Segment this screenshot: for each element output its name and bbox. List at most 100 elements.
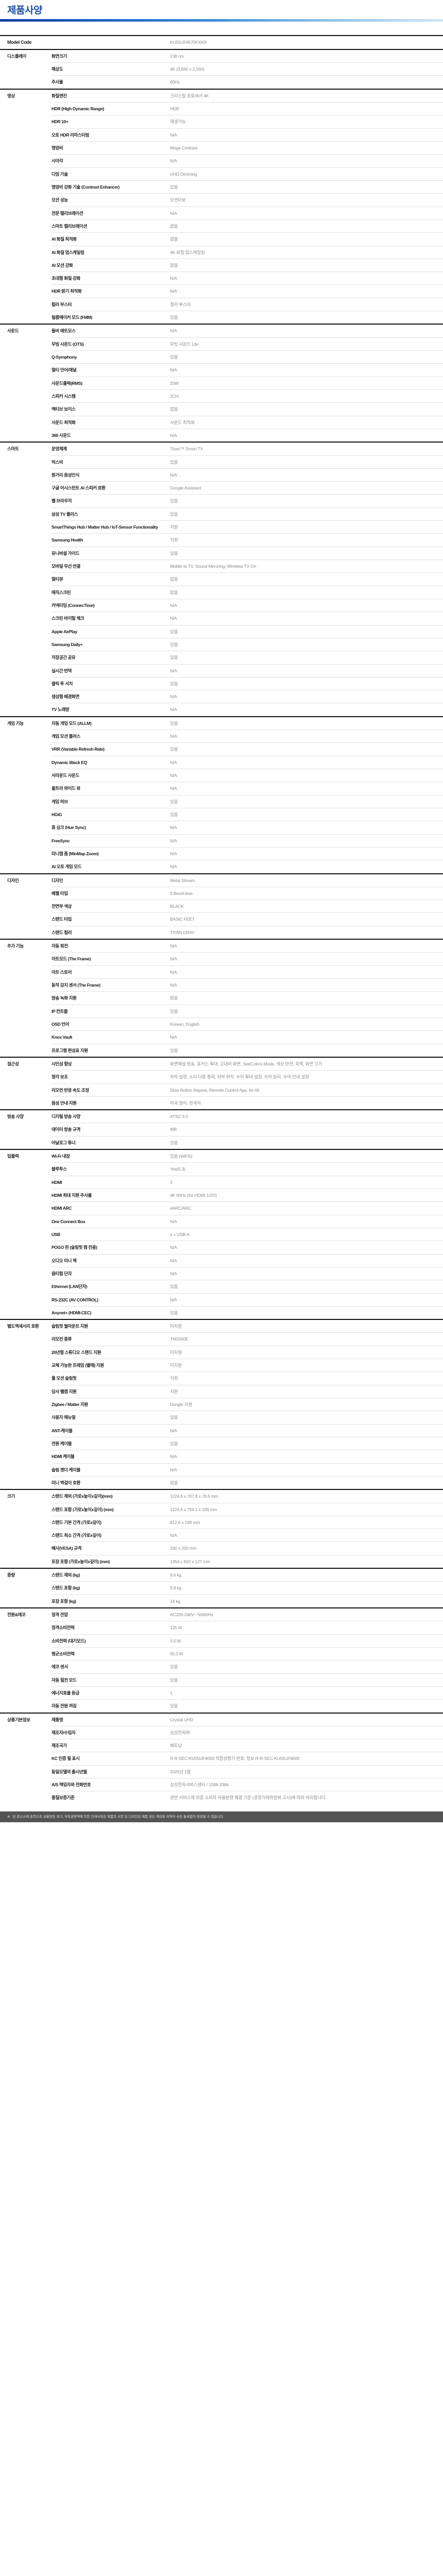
spec-row-label: 무빙 사운드 (OTS) bbox=[52, 337, 170, 351]
spec-row-label: HDMI 케이블 bbox=[52, 1450, 170, 1464]
spec-row-label: 디지털 방송 사양 bbox=[52, 1109, 170, 1123]
table-row: AI 모션 강화 없음 bbox=[0, 258, 443, 272]
spec-row-value: 지원 bbox=[170, 533, 443, 547]
spec-row-value: 없음 bbox=[170, 585, 443, 599]
table-row: 저장공간 공유 있음 bbox=[0, 651, 443, 665]
spec-group-name: 디자인 bbox=[0, 873, 52, 940]
spec-row-label: Anynet+ (HDMI-CEC) bbox=[52, 1306, 170, 1320]
spec-row-value: 없음 bbox=[170, 258, 443, 272]
spec-row-value: N/A bbox=[170, 860, 443, 874]
table-row: 웹 브라우저 있음 bbox=[0, 494, 443, 508]
spec-row-label: 슬림 젠더 케이블 bbox=[52, 1463, 170, 1477]
table-row: 삼성 TV 플러스 있음 bbox=[0, 507, 443, 521]
spec-row-label: 오토 HDR 리마스터링 bbox=[52, 128, 170, 142]
spec-row-value: Korean, English bbox=[170, 1017, 443, 1031]
table-row: 리모컨 반응 속도 조정 Slow Button Repeat, Remote C… bbox=[0, 1083, 443, 1097]
table-row: 데이터 방송 규격 IBB bbox=[0, 1123, 443, 1137]
spec-row-label: 스크린 바이탈 체크 bbox=[52, 612, 170, 625]
spec-row-value: 1354 x 810 x 127 mm bbox=[170, 1554, 443, 1569]
spec-row-value: N/A bbox=[170, 965, 443, 979]
spec-row-value: N/A bbox=[170, 468, 443, 482]
table-row: 추가 기능 자동 회전 N/A bbox=[0, 939, 443, 1057]
spec-row-label: 풀 모션 슬림핏 bbox=[52, 1371, 170, 1385]
table-row: 스탠드 컬러 TITAN GRAY bbox=[0, 925, 443, 940]
spec-row-value: N/A bbox=[170, 834, 443, 848]
table-row: AI 화질 업스케일링 4K 화질 업스케일링 bbox=[0, 245, 443, 259]
spec-row-value: 미국 영어, 한국어 bbox=[170, 1096, 443, 1110]
table-row: HDMI 최대 지원 주사율 4K 60Hz (for HDMI 1/2/3) bbox=[0, 1189, 443, 1202]
table-row: 서라운드 사운드 N/A bbox=[0, 769, 443, 782]
table-row: 컬러 부스터 컬러 부스터 bbox=[0, 297, 443, 311]
spec-row-value: 4K 화질 업스케일링 bbox=[170, 245, 443, 259]
spec-row-label: 서라운드 사운드 bbox=[52, 769, 170, 782]
spec-row-label: Q-Symphony bbox=[52, 350, 170, 364]
spec-group-name: 상품기본정보 bbox=[0, 1712, 52, 1804]
spec-row-value: 4K (3,840 x 2,160) bbox=[170, 62, 443, 76]
spec-row-label: 게임 모션 플러스 bbox=[52, 730, 170, 743]
table-row: 아트 스토어 N/A bbox=[0, 965, 443, 979]
table-row: OSD 언어 Korean, English bbox=[0, 1017, 443, 1031]
spec-row-label: 자동 전원 꺼짐 bbox=[52, 1699, 170, 1713]
spec-row-label: 스탠드 포함 (kg) bbox=[52, 1581, 170, 1595]
table-row: 영상 화질엔진 크리스탈 프로세서 4K bbox=[0, 88, 443, 325]
spec-row-value: 9.9 kg bbox=[170, 1581, 443, 1595]
spec-row-value: Yes(5.3) bbox=[170, 1162, 443, 1176]
spec-row-label: 미니 벽걸이 호환 bbox=[52, 1476, 170, 1490]
spec-row-label: 웹 브라우저 bbox=[52, 494, 170, 508]
spec-row-label: HDMI ARC bbox=[52, 1201, 170, 1215]
table-row: 입출력 Wi-Fi 내장 있음 (WiFi5) bbox=[0, 1149, 443, 1320]
spec-row-value: 있음 bbox=[170, 651, 443, 665]
spec-row-value: 있음 bbox=[170, 494, 443, 508]
spec-row-label: 스탠드 타입 bbox=[52, 912, 170, 926]
spec-row-value: R-R-SEC-KU55UF8000 적합성평가 번호: 정보 R-R-SEC-… bbox=[170, 1752, 443, 1766]
table-row: 동작 감지 센서 (The Frame) N/A bbox=[0, 978, 443, 992]
spec-row-value: 812.6 x 199 mm bbox=[170, 1515, 443, 1529]
spec-row-value: 베트남 bbox=[170, 1739, 443, 1752]
spec-table: Model Code KU55UF8570FXKR 디스플레이 화면크기 138 cm 해… bbox=[0, 35, 443, 1804]
spec-row-value: N/A bbox=[170, 324, 443, 338]
table-row: 휴 싱크 (Hue Sync) N/A bbox=[0, 821, 443, 835]
spec-row-value: 삼성전자서비스센터 / 1588-3366 bbox=[170, 1778, 443, 1791]
spec-row-value: 있음 bbox=[170, 180, 443, 194]
spec-row-label: 저장공간 공유 bbox=[52, 651, 170, 665]
spec-group-name: 추가 기능 bbox=[0, 939, 52, 1057]
table-row: Apple AirPlay 있음 bbox=[0, 624, 443, 638]
spec-row-value: N/A bbox=[170, 1241, 443, 1255]
table-row: 아날로그 튜너 있음 bbox=[0, 1136, 443, 1150]
spec-row-label: 리모컨 반응 속도 조정 bbox=[52, 1083, 170, 1097]
table-row: 상품기본정보 제품명 Crystal UHD bbox=[0, 1712, 443, 1804]
spec-row-value: 있음 bbox=[170, 716, 443, 730]
table-row: ANT-케이블 N/A bbox=[0, 1423, 443, 1437]
spec-row-label: 사운드 최적화 bbox=[52, 415, 170, 429]
table-row: 제조자/수입자 삼성전자㈜ bbox=[0, 1725, 443, 1739]
spec-row-label: 블루투스 bbox=[52, 1162, 170, 1176]
spec-row-value: Slow Button Repeat, Remote Control App. … bbox=[170, 1083, 443, 1097]
spec-row-label: 베사(VESA) 규격 bbox=[52, 1541, 170, 1555]
table-row: SmartThings Hub / Matter Hub / IoT-Senso… bbox=[0, 520, 443, 534]
spec-row-value: 65.0 W bbox=[170, 1647, 443, 1660]
table-row: 명암비 Mega Contrast bbox=[0, 141, 443, 155]
spec-row-label: 디밍 기술 bbox=[52, 167, 170, 181]
spec-row-label: RS-232C (AV CONTROL) bbox=[52, 1293, 170, 1307]
table-row: Q-Symphony 있음 bbox=[0, 350, 443, 364]
spec-group-name: 별도액세서리 호환 bbox=[0, 1319, 52, 1490]
table-row: 스마트 캘리브레이션 없음 bbox=[0, 219, 443, 233]
spec-row-label: Dynamic Black EQ bbox=[52, 755, 170, 769]
table-row: 모바일 무선 연결 Mobile to TV, Sound Mirroring, … bbox=[0, 560, 443, 573]
table-row: 원거리 음성인식 N/A bbox=[0, 468, 443, 482]
table-row: 게임 기능 자동 게임 모드 (ALLM) 있음 bbox=[0, 716, 443, 874]
spec-row-label: 정격 전압 bbox=[52, 1607, 170, 1621]
spec-row-value: 있음 bbox=[170, 1660, 443, 1674]
table-row: 무빙 사운드 (OTS) 무빙 사운드 Lite bbox=[0, 337, 443, 351]
spec-row-label: 디자인 bbox=[52, 873, 170, 887]
table-row: 평균소비전력 65.0 W bbox=[0, 1647, 443, 1660]
spec-row-value: 없음 bbox=[170, 402, 443, 416]
spec-row-label: 실시간 번역 bbox=[52, 664, 170, 677]
table-row: 접근성 시인성 향상 화면해설 방송, 포커스 확대, 고대비 화면, SeeCol… bbox=[0, 1056, 443, 1110]
spec-row-value: N/A bbox=[170, 952, 443, 966]
spec-row-label: 품질보증기준 bbox=[52, 1791, 170, 1804]
spec-row-label: HDR 10+ bbox=[52, 115, 170, 129]
spec-row-value: ATSC 3.0 bbox=[170, 1109, 443, 1123]
spec-row-value: 1224.6 x 759.1 x 199 mm bbox=[170, 1502, 443, 1516]
spec-row-label: 리모컨 종류 bbox=[52, 1332, 170, 1346]
